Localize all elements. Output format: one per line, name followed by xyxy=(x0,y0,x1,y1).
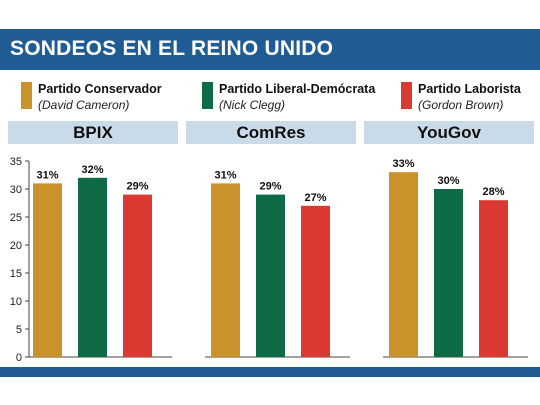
bar-bpix-1 xyxy=(78,177,107,357)
data-label: 32% xyxy=(81,164,103,176)
data-label: 29% xyxy=(259,181,281,193)
bar-yougov-1 xyxy=(434,189,463,357)
panel-title-yougov: YouGov xyxy=(364,121,534,144)
data-label: 31% xyxy=(214,169,236,181)
panel-title-comres: ComRes xyxy=(186,121,356,144)
y-tick-label: 25 xyxy=(10,212,22,224)
header-bar: SONDEOS EN EL REINO UNIDO xyxy=(0,29,540,70)
y-tick-label: 20 xyxy=(10,240,22,252)
bar-yougov-0 xyxy=(389,172,418,357)
footer-bar xyxy=(0,367,540,377)
bar-yougov-2 xyxy=(479,200,508,357)
data-label: 30% xyxy=(437,175,459,187)
bar-comres-1 xyxy=(256,194,285,357)
bar-bpix-0 xyxy=(33,183,62,357)
legend-swatch-laborista xyxy=(401,82,412,109)
bar-chart: 0 5 10 15 20 25 30 35 31% 32% 29% 31% 29% 27% 33% 30% 28… xyxy=(10,156,528,364)
panel-title-bpix: BPIX xyxy=(8,121,178,144)
page-title: SONDEOS EN EL REINO UNIDO xyxy=(10,37,334,60)
legend-leader-laborista: (Gordon Brown) xyxy=(418,98,504,112)
data-label: 29% xyxy=(126,181,148,193)
legend-swatch-liberal xyxy=(202,82,213,109)
bar-comres-0 xyxy=(211,183,240,357)
legend-name-liberal: Partido Liberal-Demócrata xyxy=(219,82,376,96)
y-tick-label: 5 xyxy=(16,324,22,336)
y-tick-label: 15 xyxy=(10,268,22,280)
bar-comres-2 xyxy=(301,205,330,357)
data-label: 27% xyxy=(304,192,326,204)
bar-bpix-2 xyxy=(123,194,152,357)
legend-swatch-conservador xyxy=(21,82,32,109)
y-tick-label: 10 xyxy=(10,296,22,308)
y-tick-label: 35 xyxy=(10,156,22,168)
legend-leader-conservador: (David Cameron) xyxy=(38,98,130,112)
data-label: 31% xyxy=(36,169,58,181)
y-tick-label: 0 xyxy=(16,352,22,364)
y-tick-label: 30 xyxy=(10,184,22,196)
legend-name-laborista: Partido Laborista xyxy=(418,82,521,96)
legend-name-conservador: Partido Conservador xyxy=(38,82,162,96)
data-label: 33% xyxy=(392,158,414,170)
legend-leader-liberal: (Nick Clegg) xyxy=(219,98,286,112)
data-label: 28% xyxy=(482,186,504,198)
